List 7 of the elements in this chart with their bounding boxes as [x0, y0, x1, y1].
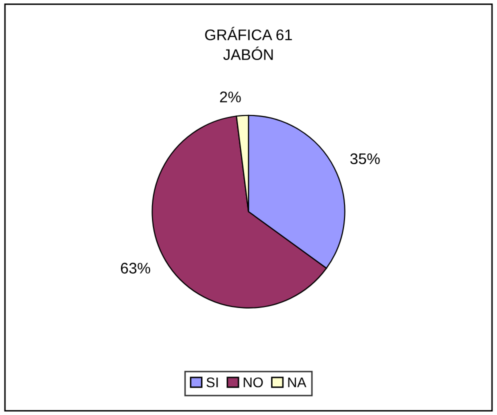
data-label: 2% [220, 92, 241, 102]
chart-title: GRÁFICA 61 JABÓN [205, 26, 292, 60]
data-label: 35% [350, 153, 380, 164]
legend-label: NO [244, 377, 263, 388]
legend-label: NA [288, 378, 306, 388]
data-label: 63% [120, 262, 150, 274]
legend-label: SI [206, 377, 218, 388]
